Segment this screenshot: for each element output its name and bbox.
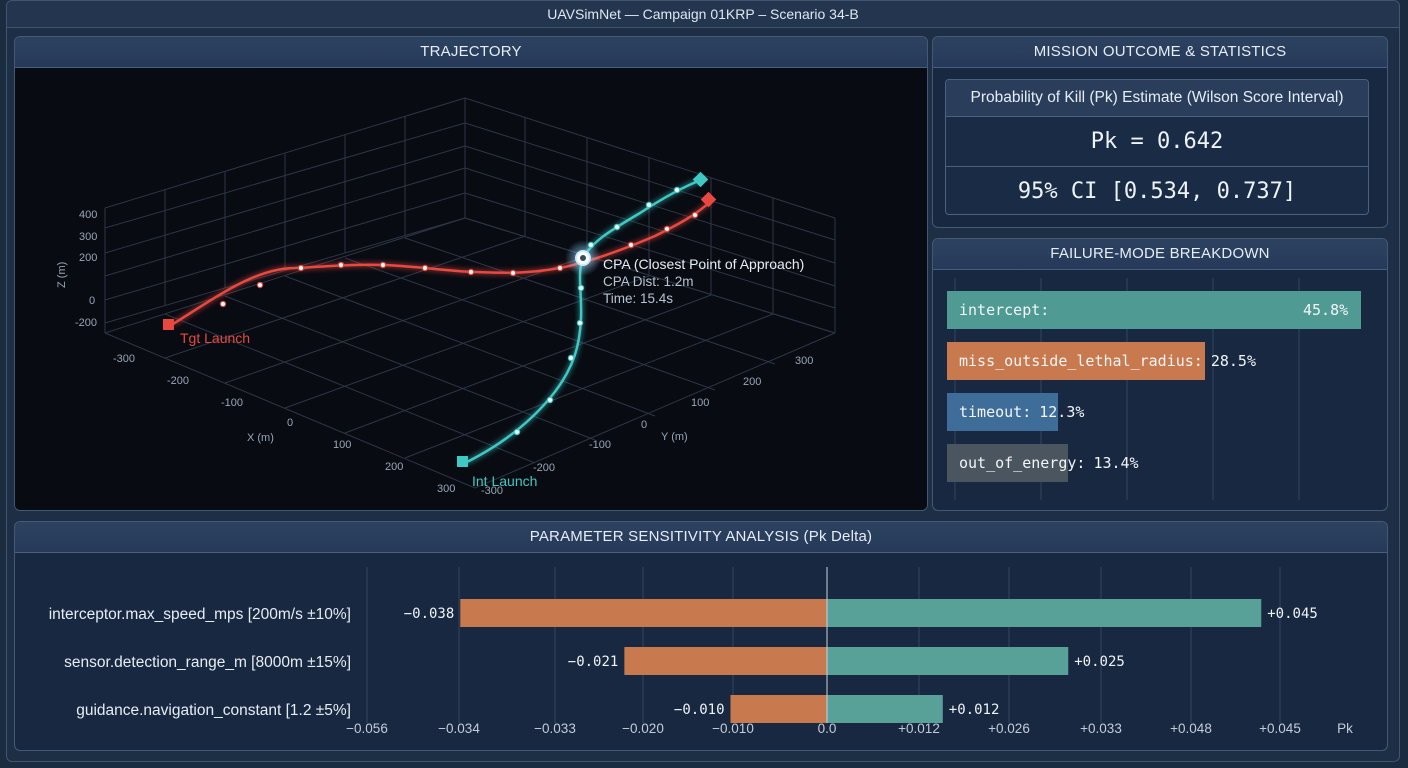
pk-estimate-box: Probability of Kill (Pk) Estimate (Wilso… [945, 79, 1369, 215]
failure-mode-row: out_of_energy: 13.4% [947, 444, 1367, 482]
sensitivity-tick-label: +0.012 [898, 721, 940, 736]
sensitivity-tick-label: +0.026 [988, 721, 1030, 736]
x-tick: -200 [167, 375, 189, 387]
failure-mode-bar [947, 444, 1068, 482]
cpa-marker[interactable] [565, 240, 601, 276]
x-tick: 100 [333, 439, 351, 451]
y-tick: -300 [481, 485, 503, 497]
sensitivity-bar-positive [827, 647, 1069, 675]
sensitivity-tick-label: 0.0 [818, 721, 837, 736]
y-tick: 300 [795, 355, 813, 367]
failure-mode-row: intercept: 45.8% [947, 291, 1367, 329]
failure-mode-bar [947, 342, 1205, 380]
mission-outcome-panel: MISSION OUTCOME & STATISTICS Probability… [932, 36, 1388, 228]
sensitivity-param-name: sensor.detection_range_m [8000m ±15%] [64, 654, 351, 671]
failure-mode-title: FAILURE-MODE BREAKDOWN [933, 239, 1387, 270]
sensitivity-panel-title: PARAMETER SENSITIVITY ANALYSIS (Pk Delta… [15, 522, 1387, 553]
trajectory-3d-view[interactable]: 400 300 200 0 -200 Z (m) -300 -200 -100 … [15, 68, 927, 510]
failure-mode-percent: 12.3% [1039, 403, 1085, 421]
x-tick: 0 [287, 417, 293, 429]
sensitivity-bar-negative [730, 695, 827, 723]
failure-mode-label: intercept: [959, 301, 1050, 319]
sensitivity-axis-label: Pk [1337, 721, 1353, 736]
int-launch-marker [457, 456, 468, 467]
cpa-distance: CPA Dist: 1.2m [603, 274, 694, 289]
grid-lines [104, 97, 836, 489]
z-tick: -200 [75, 317, 97, 329]
pk-estimate-header: Probability of Kill (Pk) Estimate (Wilso… [946, 80, 1368, 117]
x-axis-label: X (m) [247, 432, 274, 444]
tgt-end-marker [700, 191, 717, 208]
z-tick: 300 [79, 231, 97, 243]
y-tick: -100 [589, 439, 611, 451]
sensitivity-neg-label: −0.038 [404, 606, 455, 622]
failure-mode-label: timeout: [959, 403, 1032, 421]
failure-mode-row: miss_outside_lethal_radius: 28.5% [947, 342, 1367, 380]
failure-mode-percent: 45.8% [1303, 301, 1349, 319]
sensitivity-tick-label: −0.033 [534, 721, 576, 736]
x-tick: 200 [385, 461, 403, 473]
trajectory-plot: 400 300 200 0 -200 Z (m) -300 -200 -100 … [56, 97, 836, 497]
sensitivity-param-name: guidance.navigation_constant [1.2 ±5%] [76, 702, 351, 719]
sensitivity-param-name: interceptor.max_speed_mps [200m/s ±10%] [49, 606, 351, 623]
cpa-time: Time: 15.4s [603, 291, 673, 306]
cpa-title: CPA (Closest Point of Approach) [603, 256, 804, 272]
sensitivity-pos-label: +0.045 [1267, 606, 1318, 622]
int-end-marker [692, 171, 709, 188]
sensitivity-neg-label: −0.021 [568, 654, 619, 670]
sensitivity-bar-negative [460, 599, 827, 627]
sensitivity-tornado-chart: −0.038 +0.045 interceptor.max_speed_mps [2… [49, 567, 1353, 736]
sensitivity-bar-positive [827, 599, 1262, 627]
y-tick: 200 [743, 376, 761, 388]
tgt-launch-marker [163, 319, 174, 330]
z-axis-label: Z (m) [56, 262, 68, 288]
tgt-launch-label: Tgt Launch [180, 330, 250, 346]
target-trajectory: Tgt Launch [163, 191, 717, 346]
trajectory-panel: TRAJECTORY [14, 36, 928, 511]
pk-confidence-interval: 95% CI [0.534, 0.737] [946, 166, 1368, 214]
y-axis-label: Y (m) [661, 431, 688, 443]
sensitivity-panel: PARAMETER SENSITIVITY ANALYSIS (Pk Delta… [14, 521, 1388, 751]
sensitivity-tick-label: −0.020 [622, 721, 664, 736]
y-tick: 0 [641, 419, 647, 431]
y-tick: 100 [691, 397, 709, 409]
sensitivity-tick-label: +0.033 [1080, 721, 1122, 736]
x-tick: -100 [221, 397, 243, 409]
failure-mode-percent: 13.4% [1093, 454, 1139, 472]
sensitivity-tick-label: −0.034 [438, 721, 480, 736]
sensitivity-tick-label: −0.056 [346, 721, 388, 736]
failure-mode-row: timeout: 12.3% [947, 393, 1367, 431]
mission-outcome-title: MISSION OUTCOME & STATISTICS [933, 37, 1387, 68]
trajectory-panel-title: TRAJECTORY [15, 37, 927, 68]
sensitivity-tick-label: +0.048 [1170, 721, 1212, 736]
failure-mode-bar [947, 291, 1361, 329]
window-title: UAVSimNet — Campaign 01KRP – Scenario 34… [7, 1, 1399, 28]
failure-mode-label: out_of_energy: [959, 454, 1086, 472]
sensitivity-bar-negative [624, 647, 827, 675]
sensitivity-bar-positive [827, 695, 943, 723]
y-tick: -200 [533, 462, 555, 474]
sensitivity-tick-label: +0.045 [1259, 721, 1301, 736]
z-tick: 400 [79, 209, 97, 221]
z-tick: 200 [79, 252, 97, 264]
int-launch-label: Int Launch [472, 473, 537, 489]
sensitivity-pos-label: +0.025 [1074, 654, 1125, 670]
failure-mode-label: miss_outside_lethal_radius: [959, 352, 1203, 370]
sensitivity-pos-label: +0.012 [949, 702, 1000, 718]
failure-mode-panel: FAILURE-MODE BREAKDOWN intercept: 45.8% mi… [932, 238, 1388, 511]
sensitivity-tick-label: −0.010 [712, 721, 754, 736]
pk-value: Pk = 0.642 [1090, 129, 1224, 154]
z-tick: 0 [89, 295, 95, 307]
x-tick: 300 [437, 483, 455, 495]
x-tick: -300 [113, 353, 135, 365]
sensitivity-neg-label: −0.010 [674, 702, 725, 718]
failure-mode-bar [947, 393, 1058, 431]
failure-mode-percent: 28.5% [1210, 352, 1256, 370]
